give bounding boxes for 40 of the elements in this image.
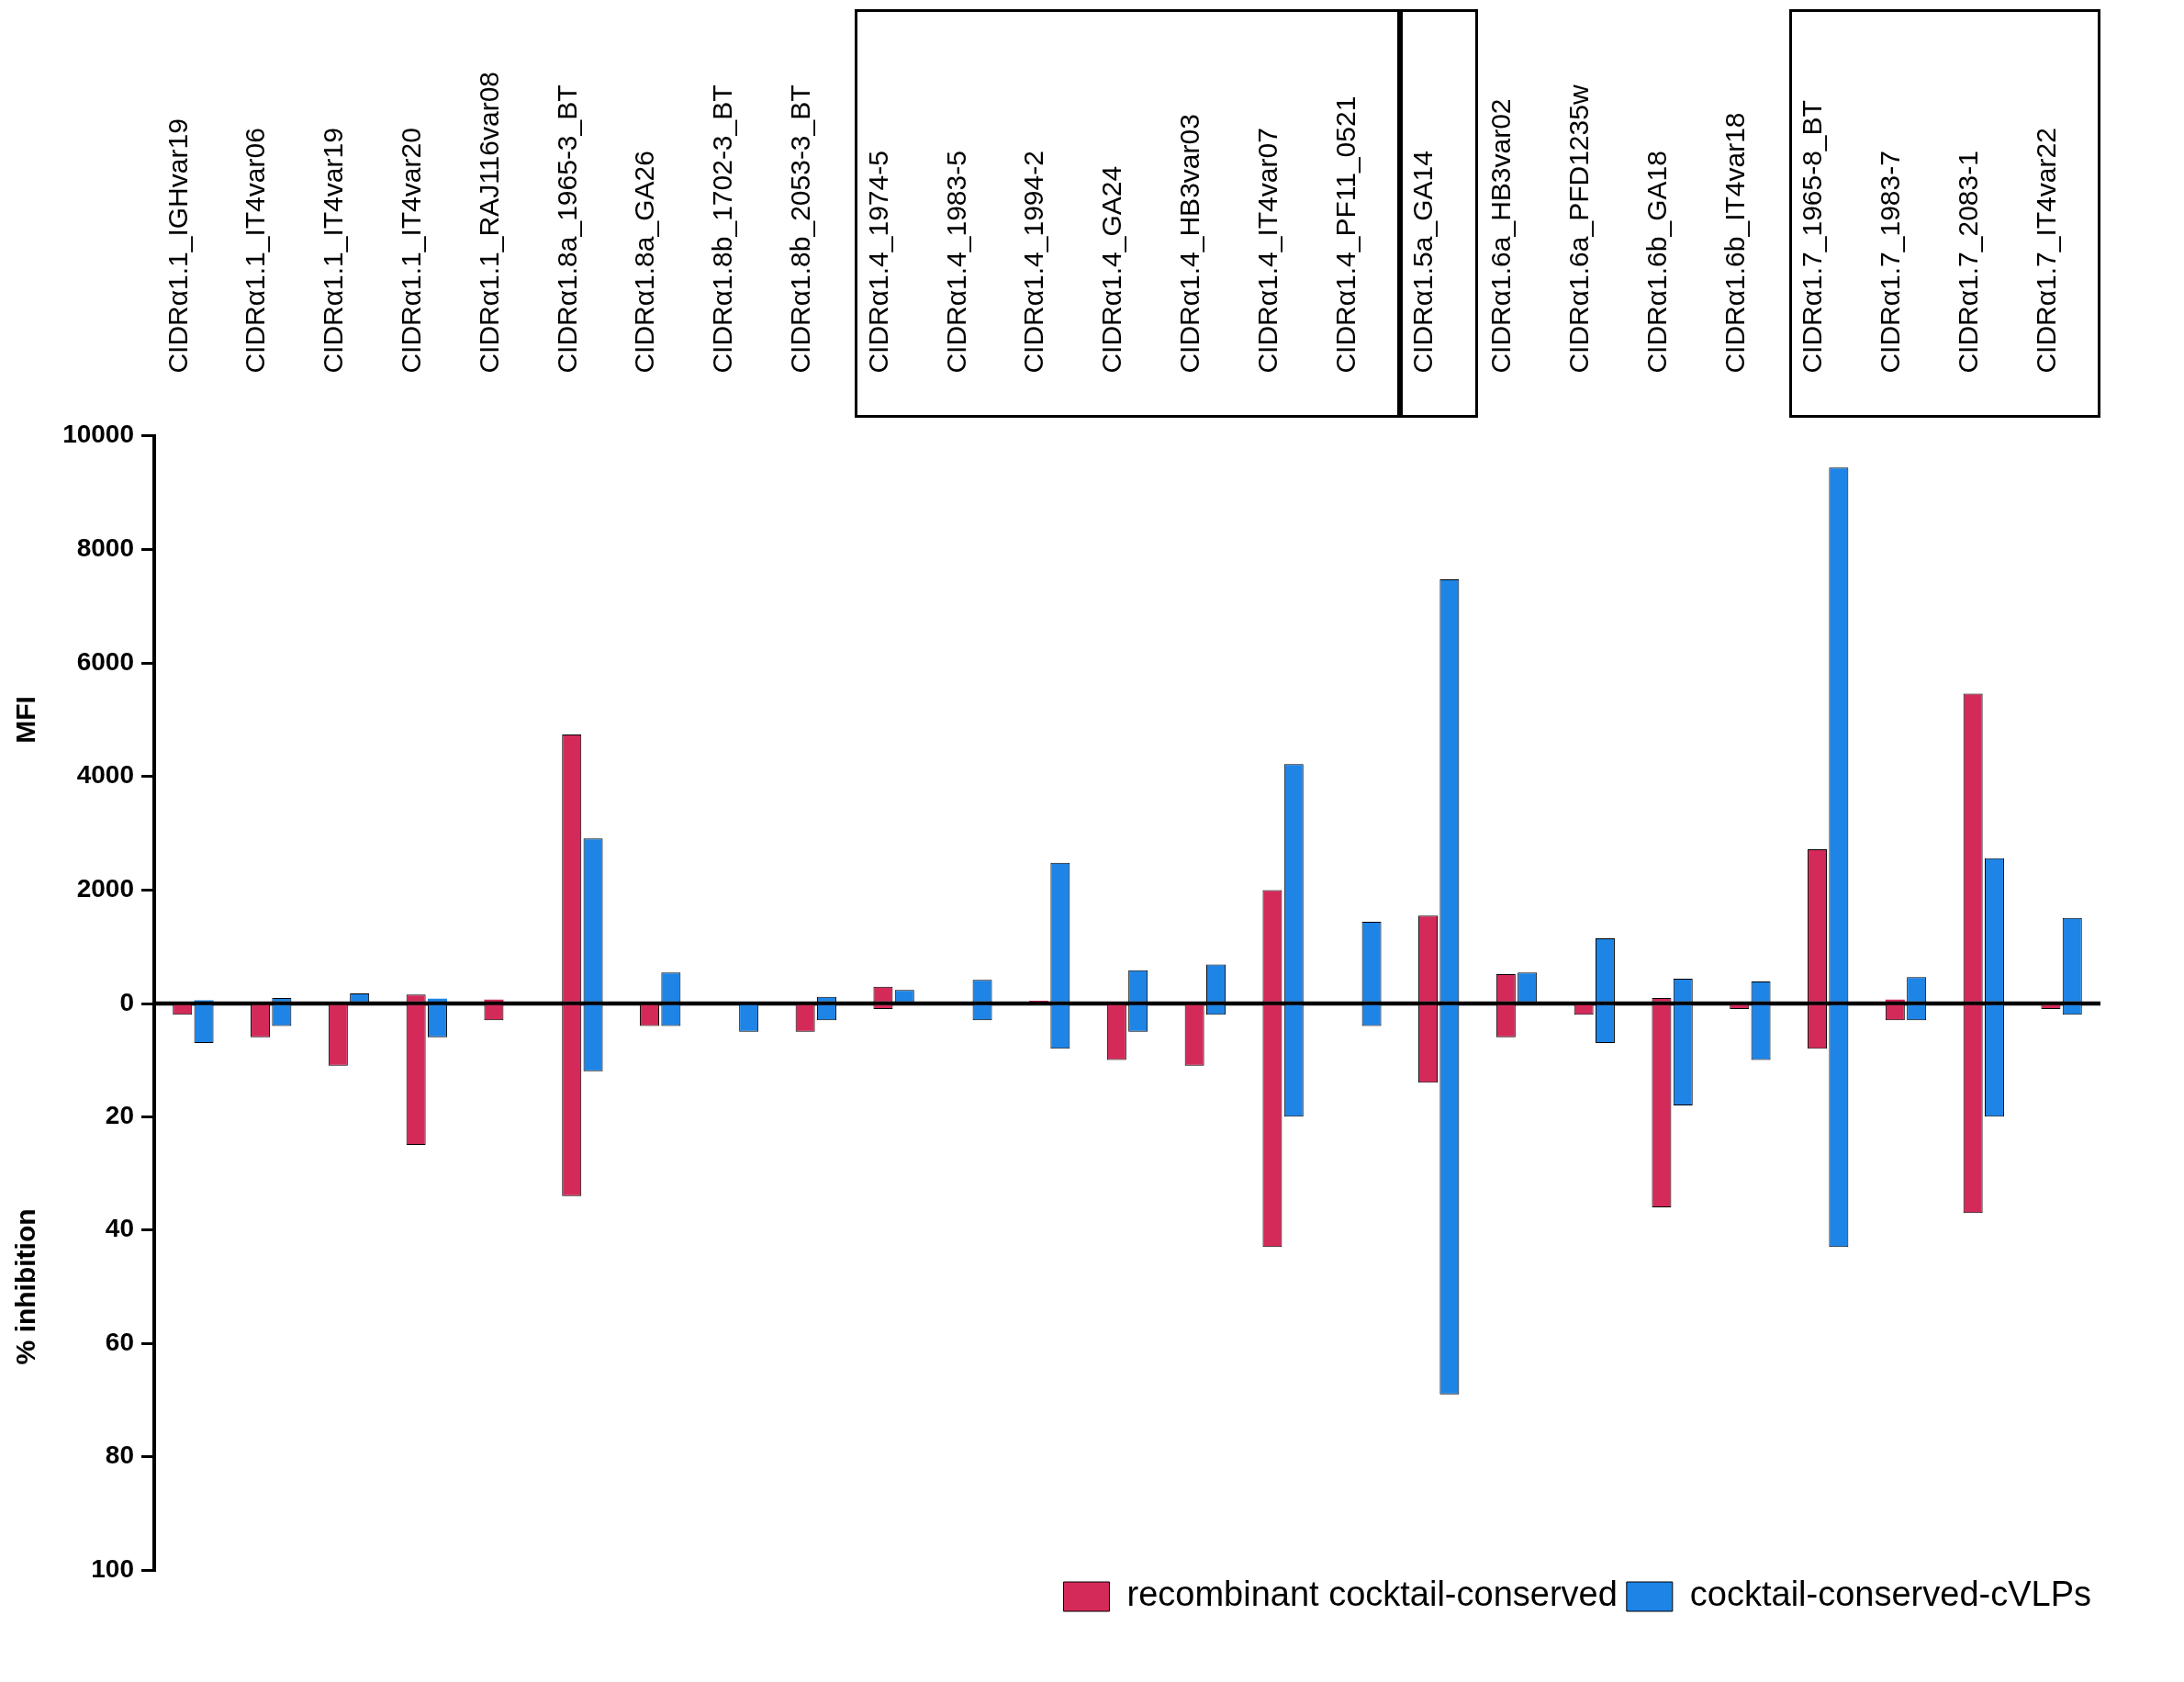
y-tick-label: 60 (105, 1328, 134, 1357)
y-tick-label: 80 (105, 1441, 134, 1470)
x-tick-label: CIDRα1.7_1965-8_BT (1797, 100, 1828, 374)
legend-label: cocktail-conserved-cVLPs (1689, 1575, 2091, 1614)
y-tick-label: 0 (119, 987, 134, 1016)
x-tick-label: CIDRα1.4_1983-5 (940, 151, 971, 374)
y-tick-label: 100 (91, 1554, 134, 1584)
x-tick-label: CIDRα1.1_RAJ116var08 (473, 72, 504, 374)
x-tick-label: CIDRα1.4_1974-5 (862, 151, 893, 374)
y-tick-label: 6000 (76, 646, 134, 676)
y-tick-label: 4000 (76, 760, 134, 790)
y-tick-label: 20 (105, 1101, 134, 1130)
y-tick-label: 40 (105, 1214, 134, 1243)
x-tick-label: CIDRα1.1_IT4var19 (318, 128, 349, 374)
y-axis-title: MFI (10, 696, 41, 744)
x-tick-label: CIDRα1.6b_GA18 (1641, 151, 1672, 374)
x-tick-label: CIDRα1.4_1994-2 (1018, 151, 1049, 374)
legend-label: recombinant cocktail-conserved (1126, 1575, 1618, 1614)
y-tick-label: 8000 (76, 533, 134, 563)
x-tick-label: CIDRα1.1_IT4var06 (240, 128, 271, 374)
x-tick-label: CIDRα1.7_1983-7 (1875, 151, 1906, 374)
x-tick-label: CIDRα1.4_GA24 (1096, 165, 1127, 374)
y-tick-label: 10000 (62, 420, 134, 449)
x-tick-label: CIDRα1.4_PF11_0521 (1329, 95, 1361, 374)
y-tick-label: 2000 (76, 874, 134, 903)
x-tick-label: CIDRα1.5a_GA14 (1407, 151, 1439, 374)
x-tick-label: CIDRα1.8b_1702-3_BT (707, 84, 738, 374)
x-tick-label: CIDRα1.8a_1965-3_BT (551, 84, 582, 374)
x-tick-label: CIDRα1.1_IT4var20 (396, 128, 427, 374)
y-axis-title: % inhibition (10, 1208, 41, 1365)
x-tick-label: CIDRα1.8a_GA26 (629, 151, 660, 374)
x-tick-label: CIDRα1.1_IGHvar19 (162, 118, 193, 374)
x-tick-label: CIDRα1.7_2083-1 (1953, 151, 1984, 374)
x-tick-label: CIDRα1.6a_HB3var02 (1485, 98, 1517, 374)
x-tick-label: CIDRα1.4_IT4var07 (1251, 128, 1282, 374)
x-tick-label: CIDRα1.6b_IT4var18 (1719, 112, 1750, 374)
x-tick-label: CIDRα1.7_IT4var22 (2030, 128, 2061, 374)
x-tick-label: CIDRα1.8b_2053-3_BT (785, 84, 816, 374)
x-tick-label: CIDRα1.4_HB3var03 (1174, 114, 1205, 374)
x-tick-label: CIDRα1.6a_PFD1235w (1563, 84, 1595, 374)
